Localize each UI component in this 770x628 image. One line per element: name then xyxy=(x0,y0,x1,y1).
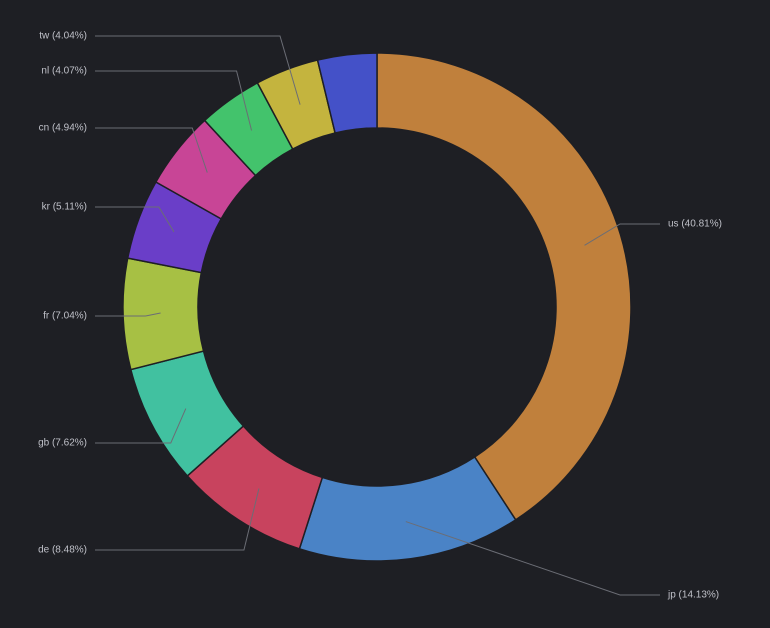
leader-line xyxy=(95,127,208,173)
slice-label: gb (7.62%) xyxy=(38,438,87,449)
leader-line xyxy=(584,223,660,246)
slice-label: jp (14.13%) xyxy=(667,590,719,601)
slice-label: kr (5.11%) xyxy=(42,202,87,213)
slice-label: nl (4.07%) xyxy=(41,66,87,77)
leader-line xyxy=(95,312,161,317)
slice xyxy=(376,52,632,521)
leader-line xyxy=(95,35,301,105)
leader-line xyxy=(95,70,253,131)
leader-line xyxy=(95,408,187,444)
leader-line xyxy=(405,521,660,596)
slice-label: cn (4.94%) xyxy=(39,123,87,134)
slice-label: us (40.81%) xyxy=(668,219,722,230)
slice-label: tw (4.04%) xyxy=(39,31,87,42)
slice xyxy=(122,257,205,371)
leader-line xyxy=(95,488,260,551)
slice xyxy=(316,52,378,134)
slice xyxy=(298,455,517,562)
slice-label: fr (7.04%) xyxy=(43,311,87,322)
slice-label: de (8.48%) xyxy=(38,545,87,556)
leader-line xyxy=(95,206,175,233)
